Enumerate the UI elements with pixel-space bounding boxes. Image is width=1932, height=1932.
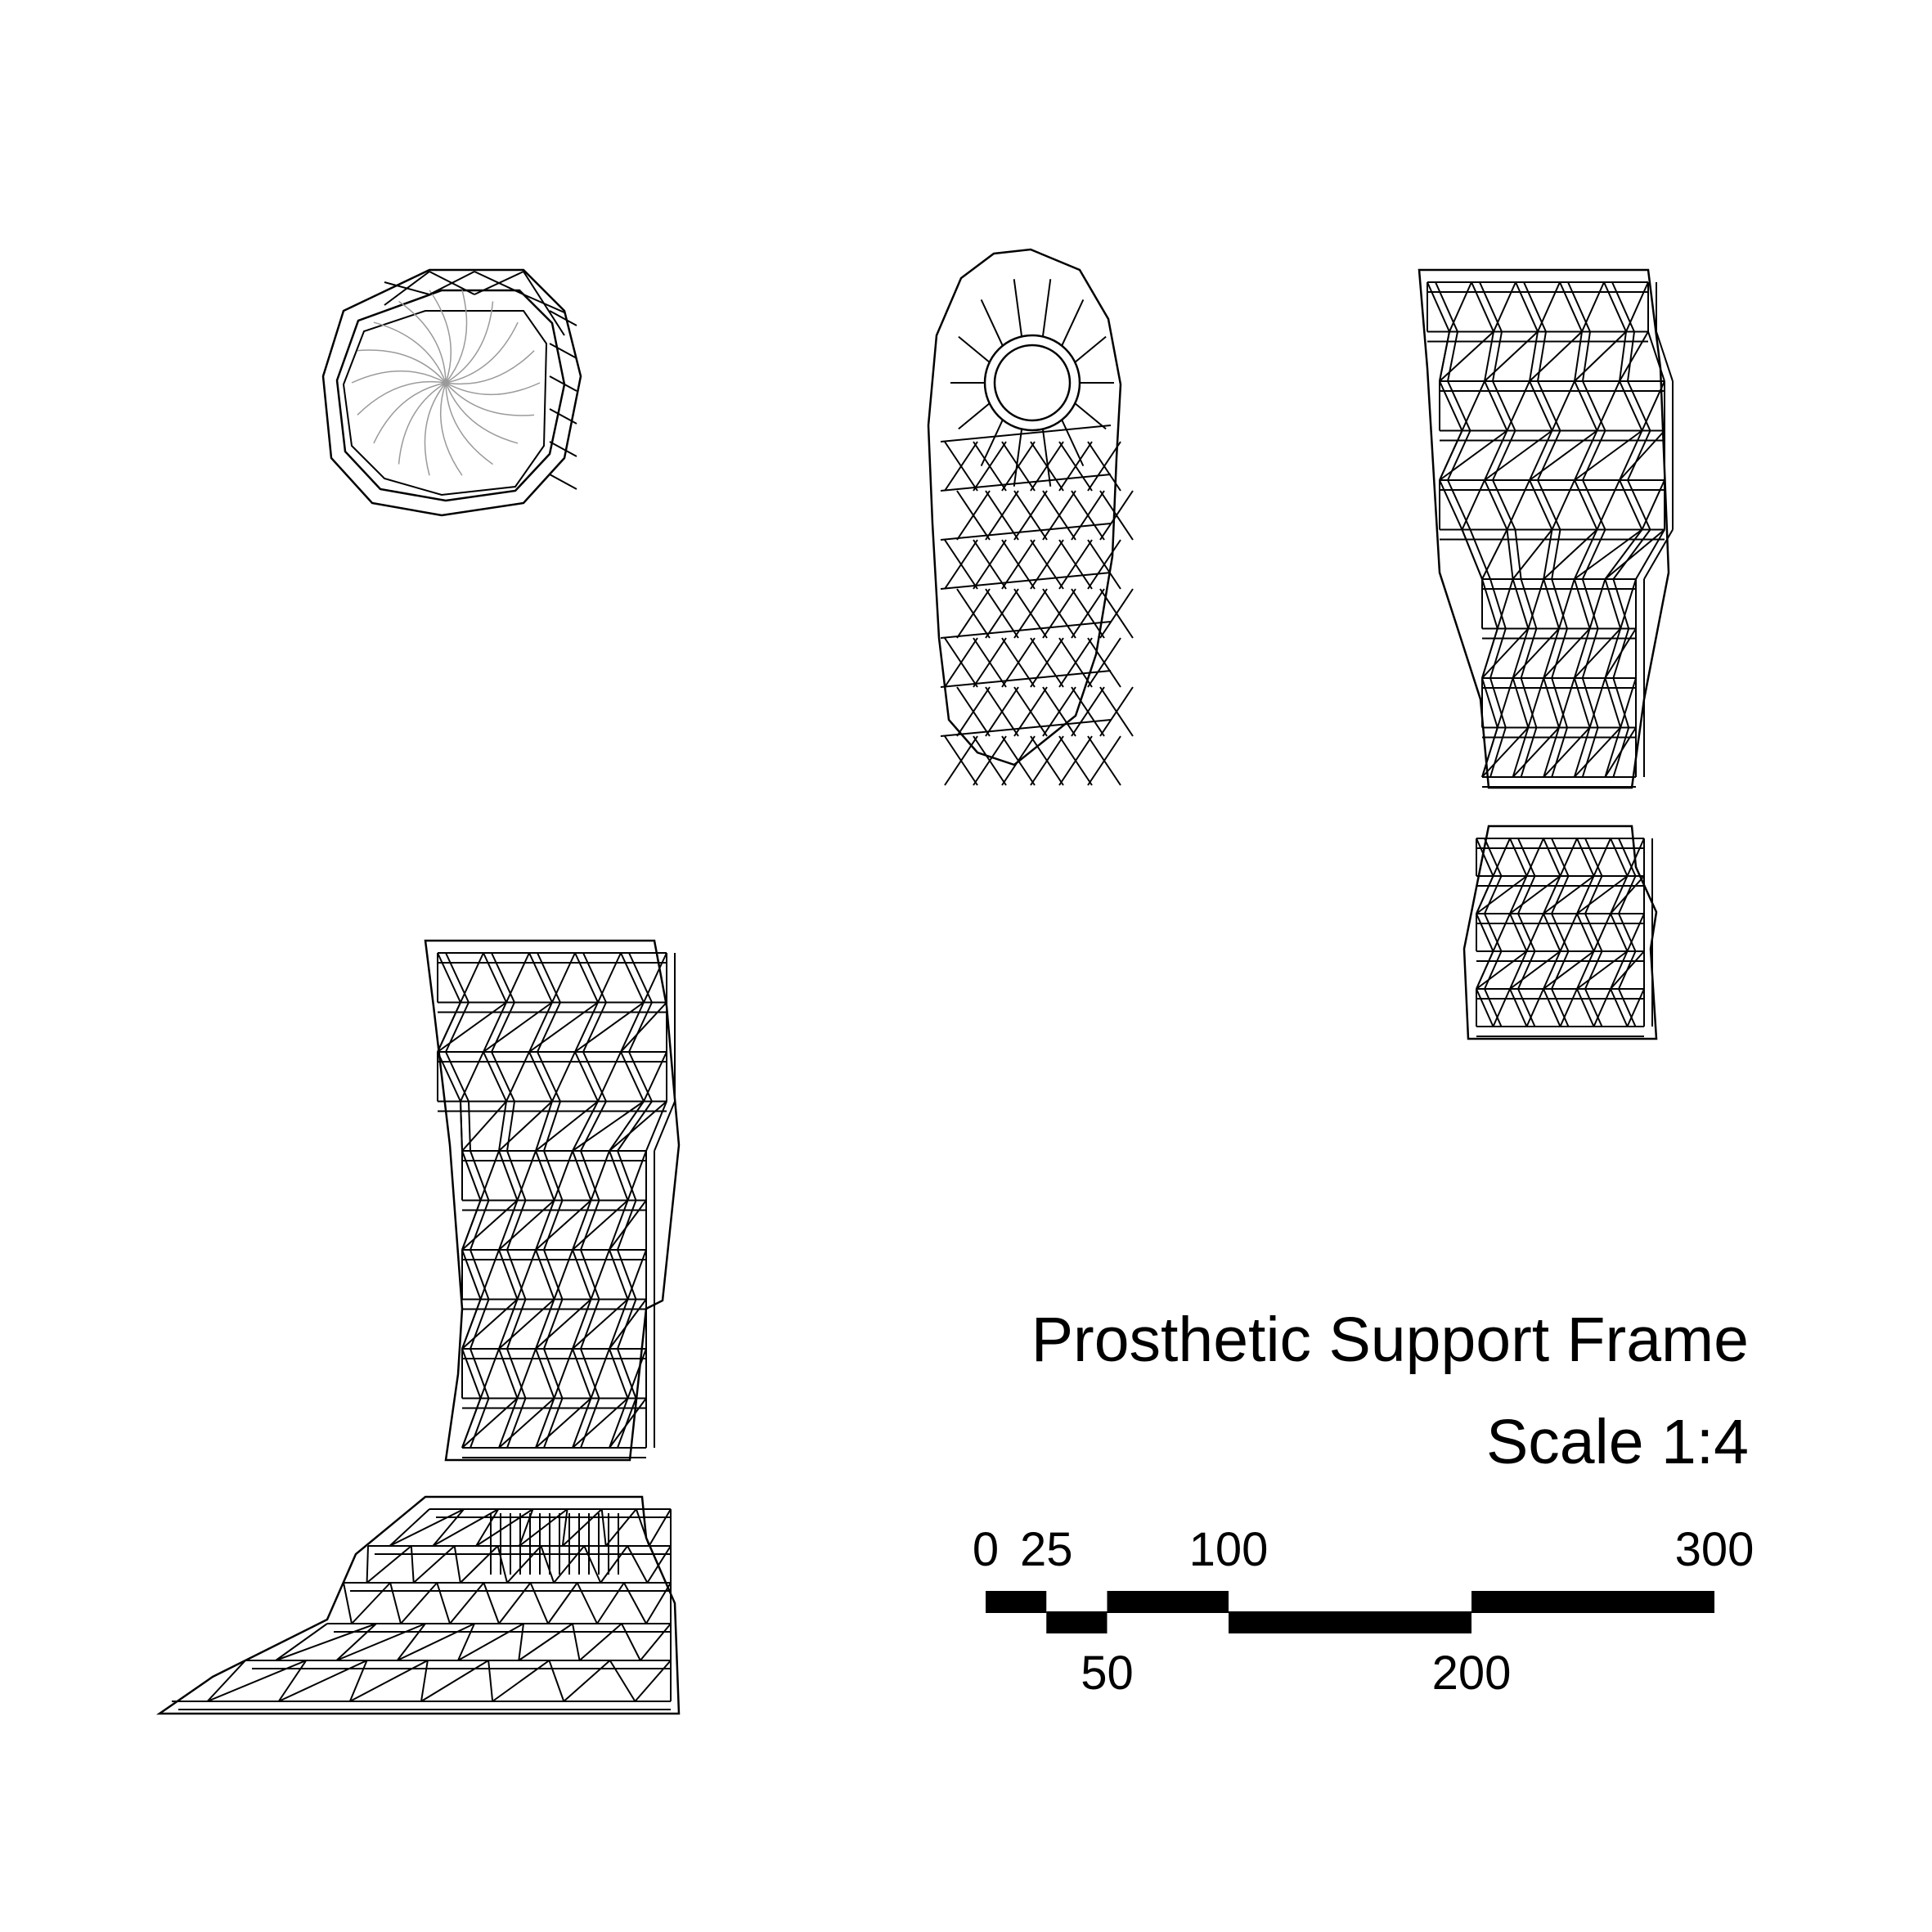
scale-bar bbox=[986, 1591, 1714, 1633]
front-view bbox=[927, 248, 1134, 786]
scale-tick-bottom-label: 200 bbox=[1431, 1647, 1512, 1700]
scale-tick-top-label: 100 bbox=[1188, 1523, 1269, 1576]
scale-segment-1 bbox=[986, 1591, 1047, 1613]
scale-ratio: Scale 1:4 bbox=[1485, 1407, 1749, 1477]
full-leg-view bbox=[155, 939, 681, 1715]
drawing-title: Prosthetic Support Frame bbox=[1031, 1305, 1749, 1375]
scale-tick-top-label: 300 bbox=[1674, 1523, 1755, 1576]
scale-segment-5 bbox=[1471, 1591, 1714, 1613]
side-view-lower bbox=[1462, 824, 1658, 1040]
scale-tick-top-label: 25 bbox=[1019, 1523, 1073, 1576]
scale-segment-4 bbox=[1229, 1611, 1471, 1633]
scale-tick-top-label: 0 bbox=[972, 1523, 1000, 1576]
scale-tick-bottom-label: 50 bbox=[1081, 1647, 1134, 1700]
top-view bbox=[321, 268, 582, 517]
scale-segment-2 bbox=[1046, 1611, 1108, 1633]
side-view bbox=[1418, 268, 1674, 789]
scale-segment-3 bbox=[1107, 1591, 1229, 1613]
